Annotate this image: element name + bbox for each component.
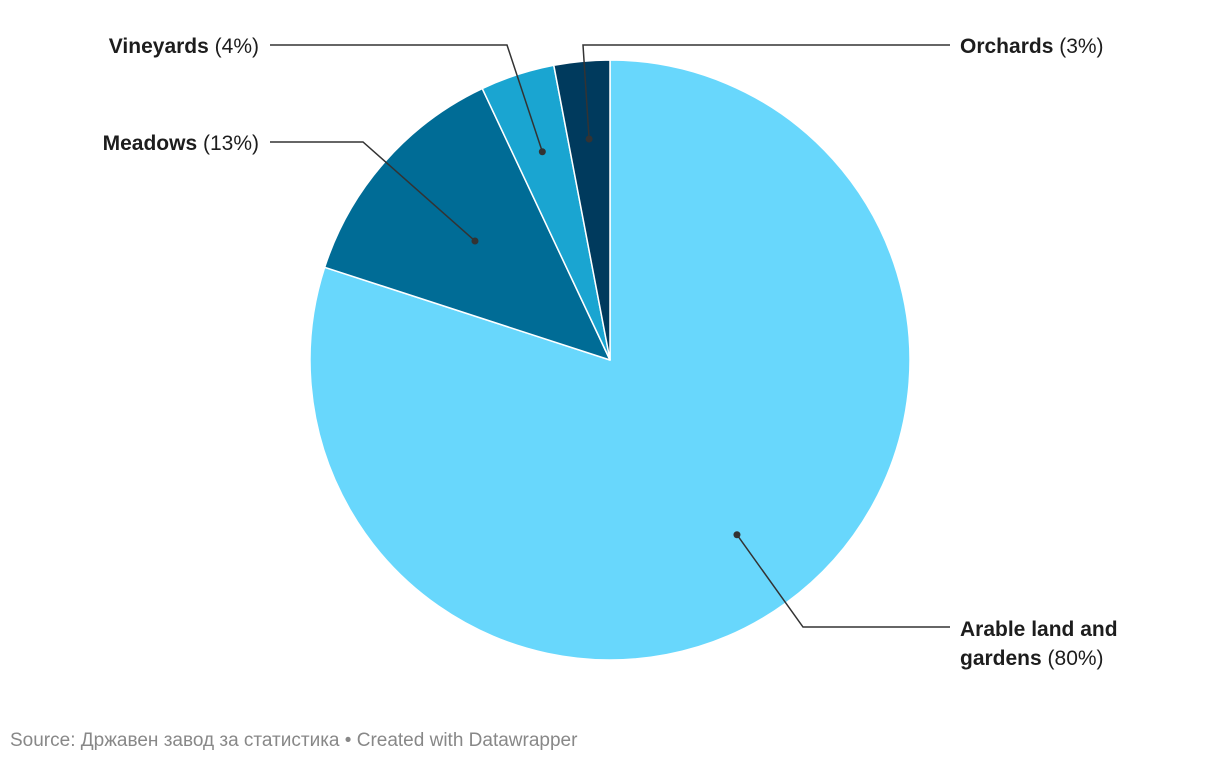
pie-slice-orchards <box>553 59 611 361</box>
slice-label-name: Arable land and <box>960 618 1118 641</box>
slice-label-value: (4%) <box>209 35 259 58</box>
source-note: Source: Државен завод за статистика <box>10 730 340 751</box>
slice-label-value: (80%) <box>1042 647 1104 670</box>
slice-label-value: (3%) <box>1053 35 1103 58</box>
leader-dot <box>471 237 479 245</box>
leader-line <box>270 44 544 152</box>
leader-line <box>736 534 950 628</box>
slice-label-name: Vineyards <box>109 35 209 58</box>
slice-label-name: gardens <box>960 647 1042 670</box>
slice-label: Meadows (13%) <box>103 132 259 155</box>
pie-chart: Arable land and gardens (80%) Meadows (13%… <box>103 35 1118 670</box>
pie-slices <box>309 59 911 661</box>
slice-label-name: Orchards <box>960 35 1053 58</box>
leader-line <box>582 44 950 140</box>
slice-label: Arable land and gardens (80%) <box>960 618 1118 670</box>
slice-label-name: Meadows <box>103 132 198 155</box>
slice-label: Vineyards (4%) <box>109 35 259 58</box>
datawrapper-credit: Created with Datawrapper <box>356 730 578 751</box>
leader-dot <box>733 531 741 539</box>
slice-label: Orchards (3%) <box>960 35 1104 58</box>
chart-footer: Source: Државен завод за статистика • Cr… <box>10 730 577 752</box>
leader-dot <box>585 135 593 143</box>
slice-label-value: (13%) <box>197 132 259 155</box>
footer-separator: • <box>339 730 357 751</box>
pie-labels: Arable land and gardens (80%) Meadows (13%… <box>103 35 1118 670</box>
leader-dot <box>538 148 546 156</box>
leader-line <box>270 141 476 242</box>
